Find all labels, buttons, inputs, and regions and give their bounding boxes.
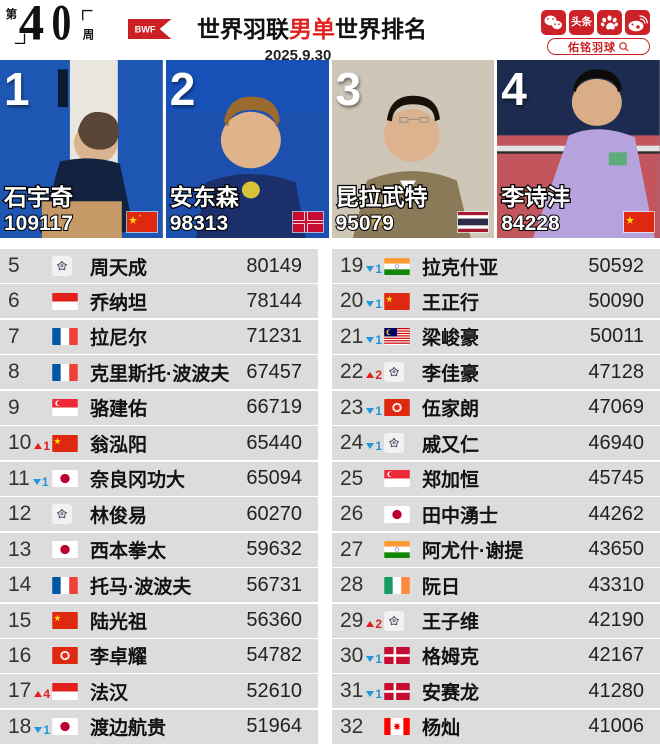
svg-text:BWF: BWF xyxy=(135,24,156,34)
